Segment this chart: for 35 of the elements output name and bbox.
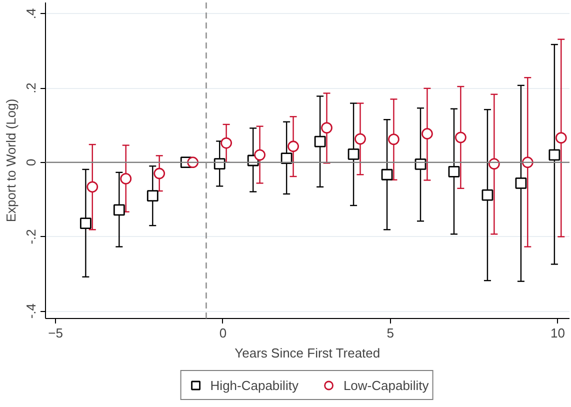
point: [288, 140, 299, 152]
y-tick-label: .4: [24, 8, 38, 20]
legend-label: Low-Capability: [343, 378, 429, 392]
point: [254, 149, 266, 161]
point: [515, 177, 527, 189]
point: [348, 148, 360, 160]
point: [448, 166, 460, 178]
point: [555, 132, 567, 144]
point: [482, 189, 494, 201]
point: [388, 134, 400, 145]
legend-label: High-Capability: [210, 378, 298, 392]
point: [454, 132, 466, 144]
point: [86, 181, 98, 193]
y-tick-label: .2: [24, 82, 38, 94]
x-axis-title: Years Since First Treated: [234, 346, 380, 360]
point: [113, 204, 125, 216]
x-tick-label: 0: [219, 326, 227, 340]
x-tick-label: 10: [550, 326, 566, 340]
point: [381, 168, 393, 180]
x-tick-label: −5: [48, 326, 63, 340]
point: [80, 218, 92, 230]
point: [220, 137, 232, 149]
point: [154, 168, 166, 180]
point: [354, 133, 366, 145]
x-tick-label: 5: [386, 326, 394, 340]
point: [146, 190, 158, 202]
point: [548, 149, 560, 161]
y-axis-title: Export to World (Log): [4, 98, 18, 222]
y-tick-label: -.2: [24, 229, 38, 244]
point: [422, 128, 433, 140]
point: [314, 136, 326, 148]
y-tick-label: 0: [24, 158, 38, 166]
point: [321, 122, 332, 134]
point: [120, 173, 132, 184]
y-tick-label: -.4: [24, 303, 38, 319]
